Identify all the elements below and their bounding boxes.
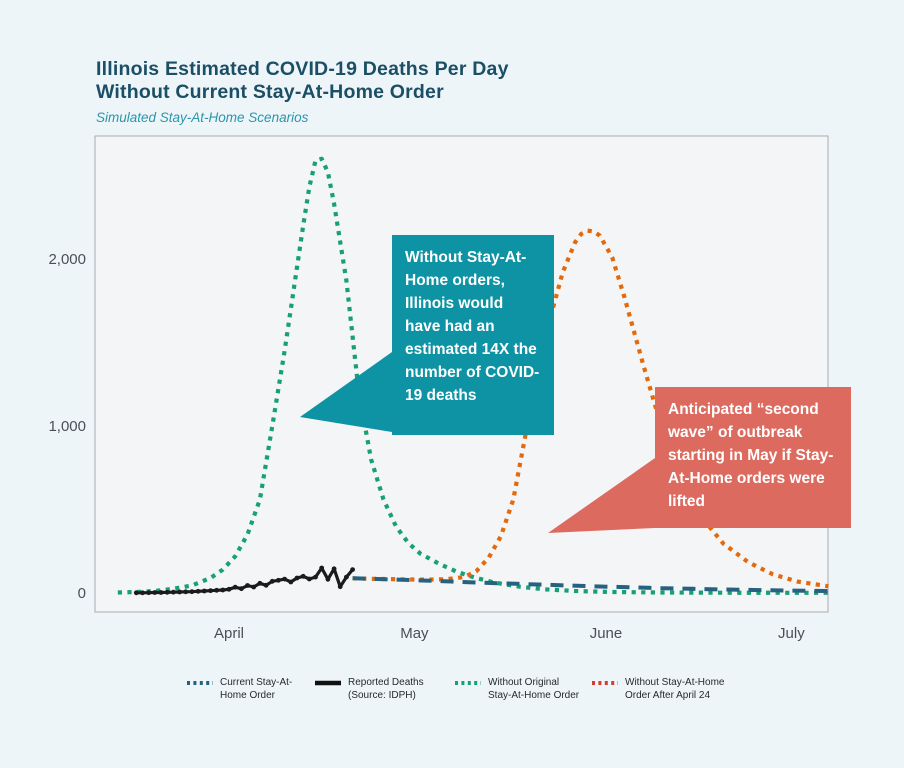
x-tick-june: June	[590, 625, 623, 642]
legend-item-current-order: Current Stay-At- Home Order	[186, 677, 292, 702]
callout-tail-no-order	[300, 352, 392, 432]
reported-deaths-marker	[226, 586, 232, 592]
reported-deaths-marker	[232, 584, 238, 590]
legend-label: Reported Deaths (Source: IDPH)	[348, 677, 424, 701]
callout-no-stay-at-home: Without Stay-At-Home orders, Illinois wo…	[392, 235, 554, 435]
reported-deaths-marker	[171, 589, 176, 595]
reported-deaths-marker	[152, 590, 158, 595]
legend-item-reported-deaths: Reported Deaths (Source: IDPH)	[314, 677, 424, 702]
reported-deaths-marker	[164, 589, 170, 595]
reported-deaths-marker	[313, 574, 318, 580]
reported-deaths-marker	[146, 590, 152, 596]
legend-label: Without Stay-At-Home Order After April 2…	[625, 677, 725, 701]
reported-deaths-marker	[300, 573, 306, 579]
reported-deaths-marker	[220, 587, 226, 593]
reported-deaths-marker	[344, 574, 349, 580]
legend-label: Without Original Stay-At-Home Order	[488, 677, 580, 701]
axis-labels: April May June July 0 1,000 2,000	[48, 251, 805, 642]
series-without-original-stay-at-home-order	[117, 156, 829, 595]
x-tick-may: May	[400, 625, 429, 642]
page-title: Illinois Estimated COVID-19 Deaths Per D…	[96, 58, 509, 103]
callout-tail-second-wave	[548, 458, 655, 533]
reported-deaths-marker	[245, 583, 250, 588]
reported-deaths-marker	[288, 579, 294, 585]
reported-deaths-marker	[133, 590, 139, 596]
callout-second-wave: Anticipated “second wave” of outbreak st…	[655, 387, 851, 528]
reported-deaths-marker	[325, 576, 331, 582]
y-tick-0: 0	[78, 585, 86, 602]
legend-item-order-lifted-april-24: Without Stay-At-Home Order After April 2…	[591, 677, 724, 702]
reported-deaths-marker	[319, 565, 325, 571]
legend-label: Current Stay-At- Home Order	[220, 677, 293, 701]
reported-deaths-marker	[251, 584, 257, 590]
title-line-2: Without Current Stay-At-Home Order	[96, 80, 444, 103]
y-tick-1000: 1,000	[48, 418, 86, 435]
reported-deaths-marker	[208, 588, 213, 594]
reported-deaths-marker	[269, 578, 275, 584]
y-tick-2000: 2,000	[48, 251, 86, 268]
reported-deaths-marker	[158, 590, 164, 595]
reported-deaths-marker	[294, 575, 300, 581]
reported-deaths-marker	[189, 589, 195, 595]
reported-deaths-marker	[276, 577, 281, 583]
reported-deaths-marker	[331, 566, 337, 572]
title-line-1: Illinois Estimated COVID-19 Deaths Per D…	[96, 58, 509, 80]
legend-swatch-order-lifted-icon	[592, 681, 618, 685]
legend-item-without-original-order: Without Original Stay-At-Home Order	[454, 677, 579, 702]
chart-subtitle: Simulated Stay-At-Home Scenarios	[96, 110, 309, 125]
x-tick-july: July	[778, 625, 805, 642]
reported-deaths-marker	[306, 576, 312, 582]
x-tick-april: April	[214, 625, 244, 642]
series-current-stay-at-home-order	[352, 576, 829, 593]
reported-deaths-marker	[239, 586, 244, 592]
legend-swatch-reported-deaths-icon	[315, 680, 341, 686]
reported-deaths-marker	[195, 588, 201, 594]
reported-deaths-marker	[214, 587, 220, 593]
legend-swatch-without-original-icon	[455, 681, 481, 685]
reported-deaths-marker	[350, 567, 355, 572]
callout-tails	[300, 352, 655, 533]
reported-deaths-marker	[140, 590, 145, 596]
reported-deaths-marker	[337, 584, 343, 590]
reported-deaths-marker	[177, 589, 183, 595]
legend-swatch-current-order-icon	[187, 681, 213, 685]
reported-deaths-marker	[183, 589, 189, 595]
chart-header: Illinois Estimated COVID-19 Deaths Per D…	[96, 58, 509, 125]
reported-deaths-marker	[263, 582, 269, 588]
reported-deaths-marker	[282, 576, 287, 582]
reported-deaths-marker	[201, 588, 207, 594]
reported-deaths-marker	[257, 580, 263, 586]
